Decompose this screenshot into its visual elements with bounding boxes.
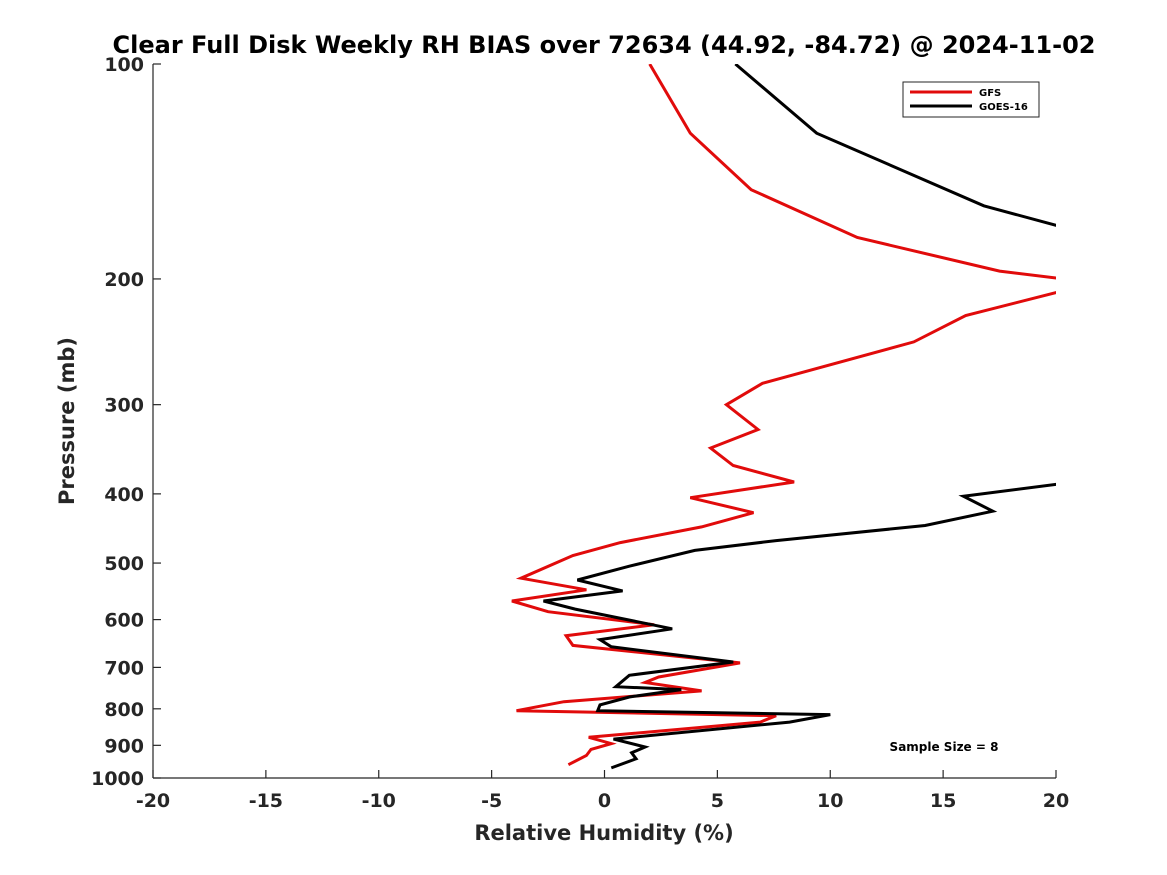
x-axis-label: Relative Humidity (%) — [474, 821, 733, 845]
x-tick-label: 5 — [711, 790, 724, 812]
legend-box — [902, 81, 1040, 118]
x-tick-label: 15 — [930, 790, 956, 812]
legend-label-goes16: GOES-16 — [979, 102, 1028, 113]
series-line-gfs — [511, 64, 1056, 767]
x-tick-label: 10 — [817, 790, 843, 812]
y-tick-label: 500 — [104, 553, 144, 575]
y-tick-label: 800 — [104, 699, 144, 721]
y-tick-label: 300 — [104, 395, 144, 417]
y-tick-label: 200 — [104, 269, 144, 291]
x-tick-label: 20 — [1043, 790, 1069, 812]
y-tick-label: 600 — [104, 610, 144, 632]
x-axis-ticks: -20 -15 -10 -5 0 5 10 15 20 — [136, 770, 1069, 812]
y-tick-label: 700 — [104, 657, 144, 679]
series-layer — [511, 64, 1056, 770]
series-line-goes16 — [543, 64, 1056, 770]
y-tick-label: 400 — [104, 484, 144, 506]
x-tick-label: -5 — [481, 790, 502, 812]
y-axis-label: Pressure (mb) — [55, 337, 79, 505]
x-tick-label: -20 — [136, 790, 170, 812]
legend-label-gfs: GFS — [979, 88, 1001, 99]
y-tick-label: 100 — [104, 54, 144, 76]
y-tick-label: 900 — [104, 735, 144, 757]
x-tick-label: -15 — [249, 790, 283, 812]
x-tick-label: -10 — [362, 790, 396, 812]
legend: GFS GOES-16 — [902, 81, 1040, 118]
chart-title: Clear Full Disk Weekly RH BIAS over 7263… — [113, 31, 1096, 59]
y-tick-label: 1000 — [91, 768, 144, 790]
sample-size-annotation: Sample Size = 8 — [890, 740, 999, 754]
y-axis-ticks: 100 200 300 400 500 600 700 800 900 1000 — [91, 54, 161, 790]
x-tick-label: 0 — [598, 790, 611, 812]
